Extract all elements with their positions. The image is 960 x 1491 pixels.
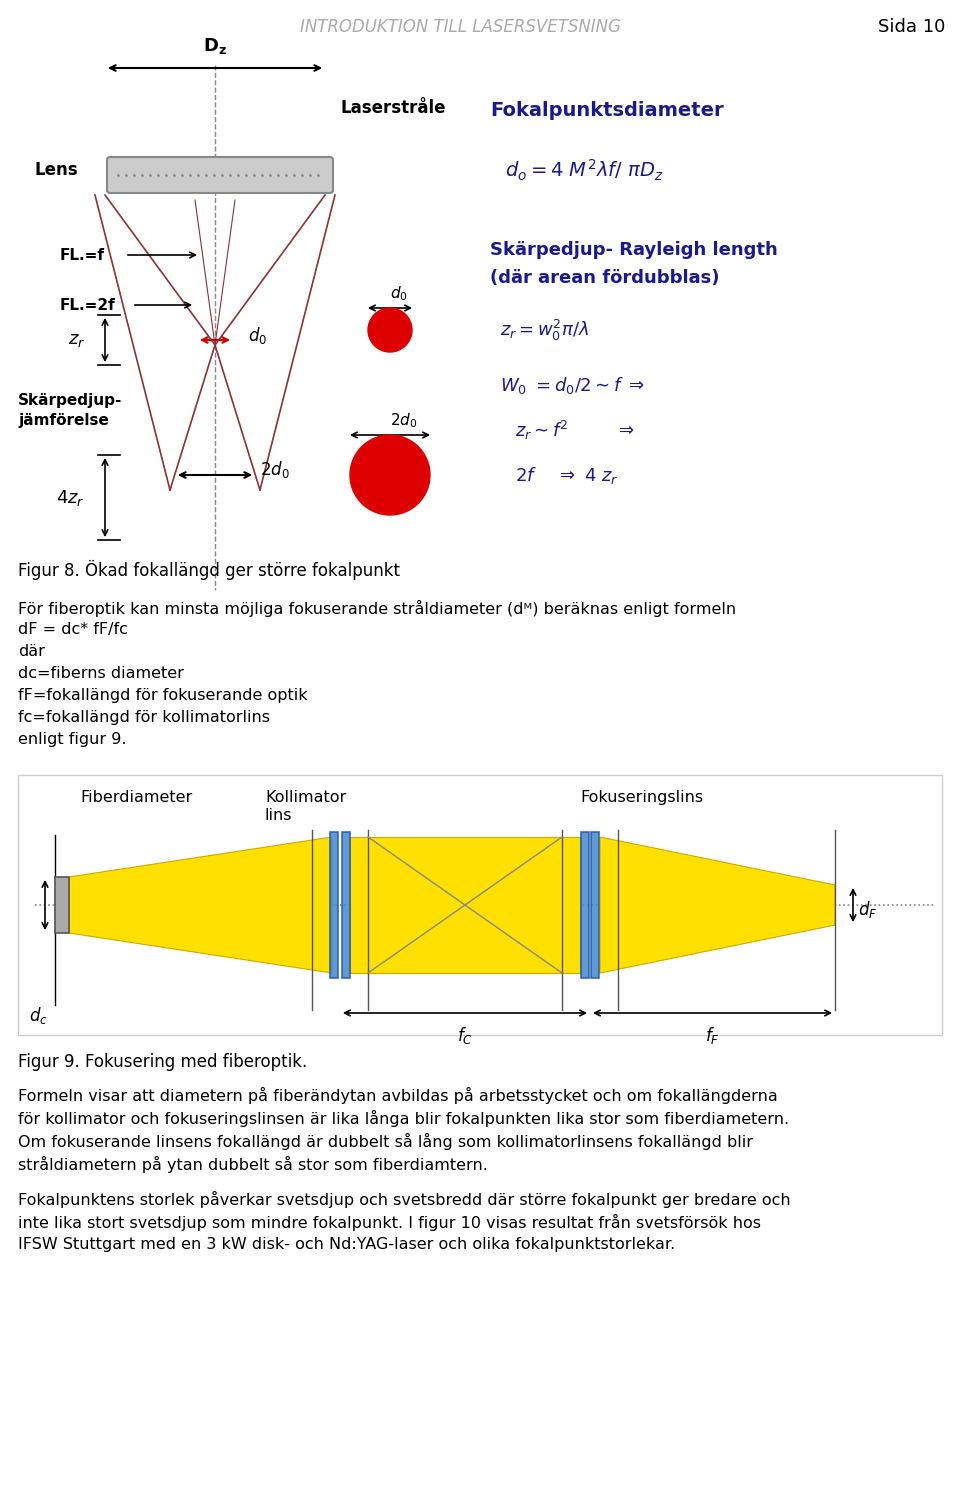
Text: INTRODUKTION TILL LASERSVETSNING: INTRODUKTION TILL LASERSVETSNING bbox=[300, 18, 620, 36]
Text: lins: lins bbox=[265, 808, 293, 823]
Text: $W_0\ =d_0/2\sim f\ \Rightarrow$: $W_0\ =d_0/2\sim f\ \Rightarrow$ bbox=[500, 374, 645, 395]
Text: Lens: Lens bbox=[35, 161, 79, 179]
Text: Figur 9. Fokusering med fiberoptik.: Figur 9. Fokusering med fiberoptik. bbox=[18, 1053, 307, 1071]
Polygon shape bbox=[330, 832, 338, 978]
Text: $2f\ \ \ \ \Rightarrow\ 4\ z_r$: $2f\ \ \ \ \Rightarrow\ 4\ z_r$ bbox=[515, 465, 618, 486]
Text: Fokalpunktens storlek påverkar svetsdjup och svetsbredd där större fokalpunkt ge: Fokalpunktens storlek påverkar svetsdjup… bbox=[18, 1191, 791, 1208]
Text: Fiberdiameter: Fiberdiameter bbox=[80, 790, 192, 805]
Text: Fokuseringslins: Fokuseringslins bbox=[580, 790, 703, 805]
Text: FL.=f: FL.=f bbox=[60, 248, 105, 262]
Text: $2d_0$: $2d_0$ bbox=[390, 412, 418, 429]
Text: Formeln visar att diametern på fiberändytan avbildas på arbetsstycket och om fok: Formeln visar att diametern på fiberändy… bbox=[18, 1087, 778, 1103]
Text: $z_r\sim f^2\ \ \ \ \ \ \ \ \Rightarrow$: $z_r\sim f^2\ \ \ \ \ \ \ \ \Rightarrow$ bbox=[515, 419, 635, 441]
Text: $\mathbf{D_z}$: $\mathbf{D_z}$ bbox=[204, 36, 227, 57]
Text: stråldiametern på ytan dubbelt så stor som fiberdiamtern.: stråldiametern på ytan dubbelt så stor s… bbox=[18, 1156, 488, 1173]
Text: Om fokuserande linsens fokallängd är dubbelt så lång som kollimatorlinsens fokal: Om fokuserande linsens fokallängd är dub… bbox=[18, 1133, 753, 1150]
Text: $d_o = 4\ M^2\lambda f/\ \pi D_z$: $d_o = 4\ M^2\lambda f/\ \pi D_z$ bbox=[505, 158, 663, 182]
Text: jämförelse: jämförelse bbox=[18, 413, 108, 428]
Text: Kollimator: Kollimator bbox=[265, 790, 347, 805]
FancyBboxPatch shape bbox=[18, 775, 942, 1035]
Polygon shape bbox=[69, 836, 332, 974]
Text: $4z_r$: $4z_r$ bbox=[57, 488, 85, 507]
Text: fc=fokallängd för kollimatorlins: fc=fokallängd för kollimatorlins bbox=[18, 710, 270, 725]
Text: Skärpedjup- Rayleigh length: Skärpedjup- Rayleigh length bbox=[490, 242, 778, 259]
FancyBboxPatch shape bbox=[107, 157, 333, 192]
Text: dc=fiberns diameter: dc=fiberns diameter bbox=[18, 666, 184, 681]
Polygon shape bbox=[591, 832, 599, 978]
Text: där: där bbox=[18, 644, 45, 659]
Text: Skärpedjup-: Skärpedjup- bbox=[18, 392, 122, 407]
Text: $2d_0$: $2d_0$ bbox=[260, 459, 290, 480]
Text: $d_c$: $d_c$ bbox=[29, 1005, 47, 1026]
Text: för kollimator och fokuseringslinsen är lika långa blir fokalpunkten lika stor s: för kollimator och fokuseringslinsen är … bbox=[18, 1109, 789, 1127]
Text: $z_r$: $z_r$ bbox=[67, 331, 85, 349]
Text: IFSW Stuttgart med en 3 kW disk- och Nd:YAG-laser och olika fokalpunktstorlekar.: IFSW Stuttgart med en 3 kW disk- och Nd:… bbox=[18, 1238, 675, 1252]
Text: (där arean fördubblas): (där arean fördubblas) bbox=[490, 268, 719, 286]
Text: dF = dc* fF/fc: dF = dc* fF/fc bbox=[18, 622, 128, 637]
Text: Figur 8. Ökad fokallängd ger större fokalpunkt: Figur 8. Ökad fokallängd ger större foka… bbox=[18, 561, 400, 580]
Polygon shape bbox=[582, 832, 588, 978]
Text: FL.=2f: FL.=2f bbox=[60, 298, 116, 313]
Text: $f_C$: $f_C$ bbox=[457, 1024, 473, 1047]
Bar bbox=[55, 877, 69, 933]
Circle shape bbox=[350, 435, 430, 514]
Text: enligt figur 9.: enligt figur 9. bbox=[18, 732, 127, 747]
Text: fF=fokallängd för fokuserande optik: fF=fokallängd för fokuserande optik bbox=[18, 687, 307, 702]
Text: inte lika stort svetsdjup som mindre fokalpunkt. I figur 10 visas resultat från : inte lika stort svetsdjup som mindre fok… bbox=[18, 1214, 761, 1232]
Text: Sida 10: Sida 10 bbox=[877, 18, 945, 36]
Polygon shape bbox=[600, 836, 835, 974]
Circle shape bbox=[368, 309, 412, 352]
Text: $f_F$: $f_F$ bbox=[706, 1024, 720, 1047]
Text: $z_r=w_0^2\pi/\lambda$: $z_r=w_0^2\pi/\lambda$ bbox=[500, 318, 589, 343]
Text: För fiberoptik kan minsta möjliga fokuserande stråldiameter (dᴹ) beräknas enligt: För fiberoptik kan minsta möjliga fokuse… bbox=[18, 599, 736, 617]
Text: Fokalpunktsdiameter: Fokalpunktsdiameter bbox=[490, 100, 724, 119]
Polygon shape bbox=[350, 836, 580, 974]
Text: $d_0$: $d_0$ bbox=[248, 325, 267, 346]
Text: Laserstråle: Laserstråle bbox=[340, 98, 445, 116]
Text: $d_0$: $d_0$ bbox=[390, 285, 408, 303]
Text: $d_F$: $d_F$ bbox=[858, 899, 877, 920]
Polygon shape bbox=[343, 832, 349, 978]
